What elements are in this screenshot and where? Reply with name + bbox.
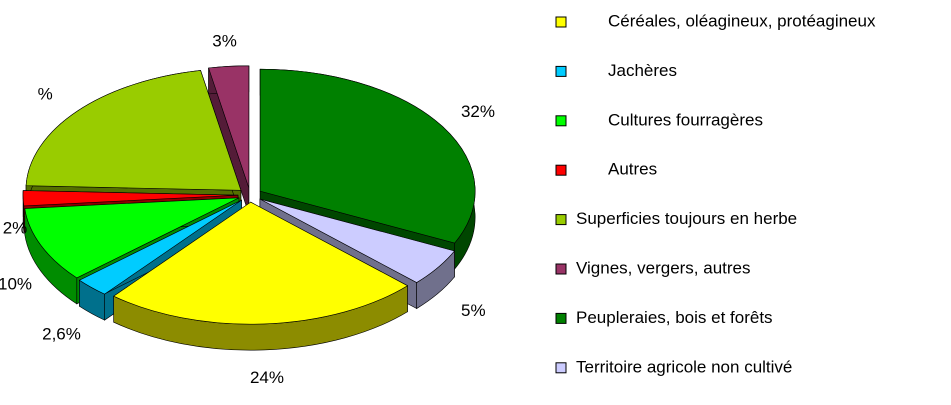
slice: [259, 198, 455, 283]
legend-swatch: [555, 263, 567, 275]
legend-label: Jachères: [608, 61, 677, 80]
legend-label: Cultures fourragères: [608, 110, 763, 129]
value-label: 32%: [461, 102, 495, 121]
legend-label: Vignes, vergers, autres: [576, 258, 751, 277]
legend-swatch: [555, 65, 567, 77]
legend-label: Peupleraies, bois et forêts: [576, 308, 773, 327]
legend-swatch: [555, 214, 567, 226]
legend-swatch: [555, 312, 567, 324]
legend-label: Autres: [608, 160, 657, 179]
legend-swatch: [555, 115, 567, 127]
value-label: 5%: [461, 301, 486, 320]
value-label: 24%: [250, 368, 284, 387]
value-label: 10%: [0, 275, 32, 294]
slice: [25, 70, 242, 191]
legend-label: Superficies toujours en herbe: [576, 209, 797, 228]
legend-swatch: [555, 362, 567, 374]
legend-swatch: [555, 164, 567, 176]
legend-label: Céréales, oléagineux, protéagineux: [608, 11, 876, 30]
legend-label: Territoire agricole non cultivé: [576, 357, 792, 376]
value-label: %: [38, 84, 53, 103]
legend-swatch: [555, 16, 567, 28]
value-label: 2,6%: [42, 324, 81, 343]
slice: [259, 68, 476, 244]
value-label: 2%: [3, 218, 28, 237]
slice: [113, 201, 409, 325]
value-label: 3%: [212, 32, 237, 51]
slice: [78, 199, 242, 295]
slice: [22, 190, 239, 207]
slice: [208, 65, 250, 188]
slice: [24, 197, 240, 279]
